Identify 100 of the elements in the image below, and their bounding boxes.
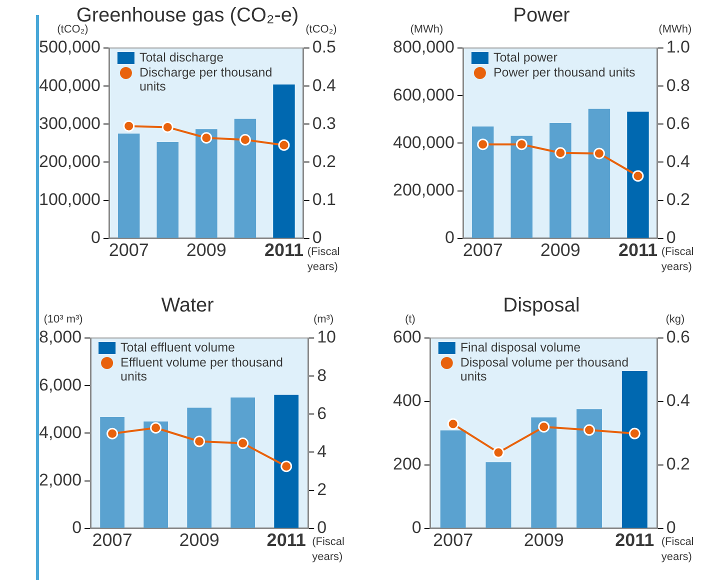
y2-tick-label: 4 [317, 442, 327, 461]
bar [550, 122, 572, 238]
y-tick-label: 600,000 [393, 85, 454, 104]
y2-tick-label: 0.3 [312, 114, 336, 133]
point [628, 428, 640, 440]
point [237, 438, 249, 450]
bar [156, 142, 178, 238]
point [239, 134, 251, 146]
bar [440, 430, 466, 528]
y-tick-label: 100,000 [39, 190, 100, 210]
y2-tick-label: 0 [317, 518, 327, 538]
x-tick-label: 2009 [524, 530, 564, 550]
y2-axis-title: (tCO₂) [306, 24, 337, 36]
y-tick-label: 400,000 [39, 76, 100, 95]
legend-label: Total power [493, 50, 558, 64]
y-tick-label: 200 [392, 454, 422, 474]
x-tick-label: 2007 [433, 530, 474, 550]
x-tick-label: 2011 [615, 530, 654, 550]
y2-tick-label: 0.6 [666, 114, 690, 133]
y-tick-label: 800,000 [393, 38, 454, 57]
y2-tick-label: 0.5 [312, 38, 336, 57]
bar [472, 126, 494, 238]
y2-tick-label: 1.0 [666, 38, 690, 57]
chart-title: Water [161, 294, 214, 317]
y2-axis-title: (m³) [313, 314, 334, 326]
y2-tick-label: 0.4 [312, 76, 336, 95]
y-tick-label: 4,000 [38, 422, 82, 442]
y2-tick-label: 0.4 [666, 391, 690, 410]
y2-tick-label: 0.6 [666, 328, 690, 347]
x-tick-label: 2011 [264, 240, 304, 260]
y2-tick-label: 0.4 [666, 152, 690, 171]
point [554, 147, 566, 159]
x-axis-title: (Fiscal years) [661, 246, 694, 273]
point [150, 422, 162, 434]
x-tick-label: 2011 [266, 530, 306, 550]
bar [576, 409, 602, 528]
x-tick-label: 2007 [92, 530, 132, 550]
y-tick-label: 0 [444, 228, 454, 248]
y-tick-label: 400,000 [393, 132, 454, 152]
legend-label: Total discharge [139, 50, 224, 64]
y-tick-label: 8,000 [38, 328, 82, 347]
y-tick-label: 500,000 [39, 38, 100, 57]
y-tick-label: 6,000 [38, 375, 82, 394]
point [477, 138, 489, 150]
point [106, 428, 118, 440]
point [447, 418, 459, 430]
bar [273, 84, 295, 238]
bar [234, 118, 256, 238]
x-tick-label: 2007 [108, 240, 149, 260]
x-axis-title: (Fiscal years) [661, 536, 694, 563]
bar [196, 129, 218, 238]
point [584, 424, 596, 436]
y-tick-label: 200,000 [393, 180, 454, 200]
x-tick-label: 2009 [540, 240, 580, 260]
y-axis-title: (10³ m³) [44, 314, 83, 326]
point [123, 120, 135, 132]
y-tick-label: 300,000 [39, 114, 100, 133]
y-axis-title: (tCO₂) [57, 24, 88, 36]
y-axis-title: (MWh) [410, 24, 444, 36]
chart-title: Power [513, 4, 570, 27]
y2-tick-label: 0 [312, 228, 322, 248]
y-tick-label: 600 [392, 328, 422, 347]
x-tick-label: 2011 [618, 240, 658, 260]
y-tick-label: 0 [90, 228, 100, 248]
point [280, 460, 292, 472]
bar [622, 371, 648, 528]
y2-tick-label: 0 [666, 228, 676, 248]
legend-label: Final disposal volume [460, 340, 581, 354]
point [593, 148, 605, 160]
point [194, 436, 206, 448]
y2-tick-label: 0 [666, 518, 676, 538]
x-axis-title: (Fiscal years) [312, 536, 344, 563]
bar [118, 134, 140, 238]
y2-tick-label: 10 [317, 328, 336, 347]
bar [510, 136, 532, 238]
point [200, 132, 212, 144]
bar [531, 417, 557, 528]
y-tick-label: 2,000 [38, 470, 82, 490]
y-axis-title: (t) [404, 314, 416, 326]
y-tick-label: 0 [72, 518, 82, 538]
legend-label: Disposal volume per thousand units [460, 355, 629, 384]
point [492, 446, 504, 458]
y-tick-label: 200,000 [39, 152, 100, 171]
legend-label: Power per thousand units [493, 65, 636, 80]
legend-label: Effluent volume per thousand units [120, 355, 283, 384]
y-tick-label: 0 [412, 518, 422, 538]
bar [588, 108, 610, 238]
y2-tick-label: 0.2 [666, 454, 690, 474]
point [516, 138, 528, 150]
y2-tick-label: 0.1 [312, 190, 336, 210]
y2-tick-label: 0.2 [666, 190, 690, 210]
point [538, 421, 550, 433]
y2-axis-title: (MWh) [658, 24, 692, 36]
legend-label: Total effluent volume [120, 340, 236, 354]
x-tick-label: 2009 [186, 240, 226, 260]
x-tick-label: 2007 [462, 240, 503, 260]
point [162, 121, 174, 133]
y2-tick-label: 0.8 [666, 76, 690, 95]
x-tick-label: 2009 [179, 530, 220, 550]
y-tick-label: 400 [392, 391, 422, 410]
